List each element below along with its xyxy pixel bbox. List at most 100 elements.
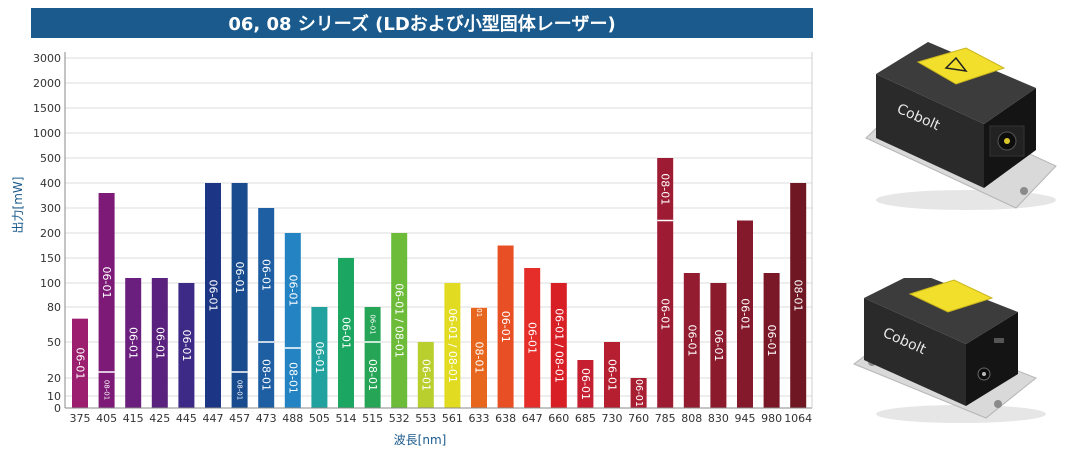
y-tick-label: 3000 (33, 52, 61, 65)
x-tick-label: 447 (203, 412, 224, 425)
bar (125, 278, 142, 408)
bar (284, 233, 301, 408)
bar (258, 208, 275, 408)
y-tick-label: 0 (54, 402, 61, 415)
bar (178, 283, 195, 408)
y-tick-label: 80 (47, 301, 61, 314)
bar (98, 193, 115, 408)
chart: 06-01 08-01 06-01 06-01 06-01 06-01 06-01 08-01… (11, 52, 813, 447)
bar (790, 183, 807, 408)
bar (444, 283, 461, 408)
bar-label: 08-01 (659, 173, 672, 205)
bar-label: 06-01 (526, 322, 539, 354)
x-tick-label: 457 (229, 412, 250, 425)
x-tick-label: 638 (495, 412, 516, 425)
bar (205, 183, 221, 408)
bar (311, 307, 328, 408)
chart-title: 06, 08 シリーズ (LDおよび小型固体レーザー) (31, 8, 813, 38)
x-tick-label: 375 (70, 412, 91, 425)
bar (417, 342, 434, 408)
y-tick-label: 200 (40, 227, 61, 240)
y-tick-label: 400 (40, 177, 61, 190)
y-tick-label: 1000 (33, 127, 61, 140)
bar-label: 06-01 (685, 325, 698, 357)
bar-label: 06-01 (739, 298, 752, 330)
bar (524, 268, 541, 408)
bar-label: 06-01 (100, 267, 113, 299)
bar (683, 273, 700, 408)
bar-label: 06-01 (233, 262, 246, 294)
bar-label: 06-01 (180, 330, 193, 362)
x-tick-label: 980 (761, 412, 782, 425)
y-tick-label: 150 (40, 252, 61, 265)
bar-label: 08-01 (792, 280, 805, 312)
y-tick-label: 10 (47, 390, 61, 403)
bar (630, 378, 647, 408)
bar-label: 06-01 (579, 368, 592, 400)
bar-label: 06-01 (340, 317, 353, 349)
bar-label: 06-01 (499, 311, 512, 343)
bar-label: 06-01 (74, 347, 87, 379)
bar-label: 06-01 / 08-01 (446, 308, 459, 383)
x-tick-label: 808 (681, 412, 702, 425)
x-tick-label: 445 (176, 412, 197, 425)
bar-label: 06-01 (153, 327, 166, 359)
bar (364, 307, 381, 408)
bar-label: 08-01 (473, 342, 486, 374)
x-tick-label: 514 (336, 412, 357, 425)
y-axis-label: 出力[mW] (11, 177, 25, 234)
laser-product-image-top: Cobolt (865, 42, 1057, 210)
bar-label: 08-01 (103, 380, 111, 400)
x-tick-label: 473 (256, 412, 277, 425)
x-tick-label: 425 (149, 412, 170, 425)
bar-label: 06-01 (712, 330, 725, 362)
x-tick-label: 405 (96, 412, 117, 425)
bar (737, 220, 753, 408)
bar (338, 258, 354, 408)
x-tick-label: 830 (708, 412, 729, 425)
bar-label: 08-01 (236, 380, 244, 400)
x-axis-label: 波長[nm] (394, 433, 447, 447)
laser-product-image-bottom: Cobolt (853, 278, 1046, 423)
bar (710, 283, 727, 408)
bar-label: 06-01 (475, 297, 483, 317)
bar-label: 06-01 (127, 327, 140, 359)
y-tick-label: 500 (40, 152, 61, 165)
bar (763, 273, 780, 408)
x-tick-label: 760 (628, 412, 649, 425)
bar-label: 06-01 / 08-01 (552, 308, 565, 383)
bar-label: 08-01 (286, 362, 299, 394)
bar (471, 307, 487, 408)
bar (577, 360, 594, 408)
bar-label: 06-01 (313, 342, 326, 374)
bar-label: 06-01 (260, 259, 273, 291)
bar (151, 278, 168, 408)
x-tick-label: 515 (362, 412, 383, 425)
bar-label: 08-01 (260, 359, 273, 391)
bar (72, 318, 88, 408)
bar-label: 06-01 (419, 359, 432, 391)
bar-label: 06-01 (369, 314, 377, 334)
bar (391, 233, 408, 408)
y-tick-label: 1500 (33, 102, 61, 115)
x-tick-label: 415 (123, 412, 144, 425)
bar (604, 342, 620, 408)
x-tick-label: 785 (655, 412, 676, 425)
bar-label: 06-01 (606, 359, 619, 391)
x-tick-label: 730 (602, 412, 623, 425)
y-tick-label: 20 (47, 372, 61, 385)
bar (550, 283, 567, 408)
x-tick-label: 685 (575, 412, 596, 425)
y-tick-label: 300 (40, 202, 61, 215)
bar-label: 06-01 (633, 379, 644, 407)
bar-label: 06-01 (765, 325, 778, 357)
y-tick-label: 50 (47, 336, 61, 349)
x-tick-label: 553 (415, 412, 436, 425)
x-tick-label: 561 (442, 412, 463, 425)
x-tick-label: 647 (522, 412, 543, 425)
y-tick-label: 100 (40, 277, 61, 290)
bar-label: 06-01 (286, 275, 299, 307)
bar-label: 06-01 (207, 280, 220, 312)
bar-label: 06-01 / 08-01 (393, 283, 406, 358)
bar-label: 08-01 (366, 359, 379, 391)
